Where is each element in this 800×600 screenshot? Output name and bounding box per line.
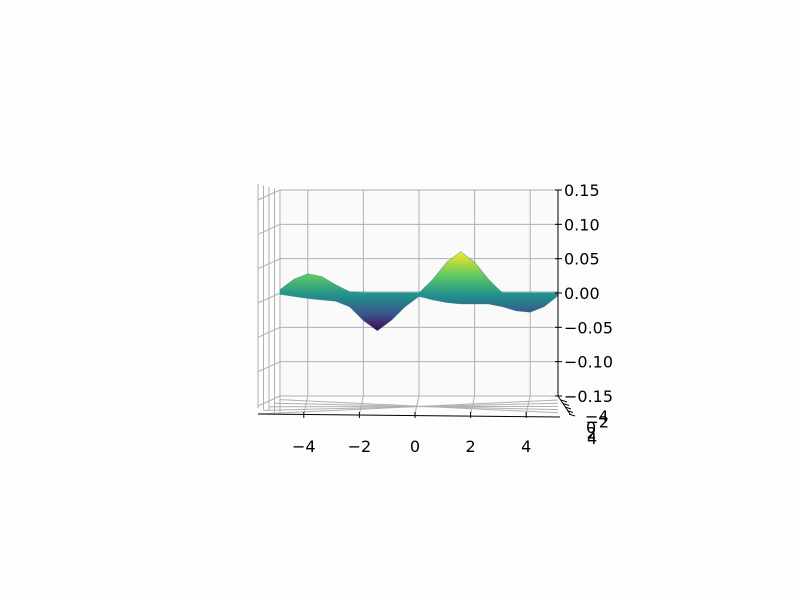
z-tick-label-5: 0.10 xyxy=(564,215,600,234)
y-tick-4 xyxy=(568,413,576,417)
x-floor-gridline-2 xyxy=(414,395,420,415)
y-tick-label-2: 0 xyxy=(586,418,596,437)
grid-lines xyxy=(257,184,559,415)
y-tick-label-1: −2 xyxy=(586,413,610,432)
z-tick-label-4: 0.05 xyxy=(564,250,600,269)
y-tick-0 xyxy=(560,399,568,403)
tick-marks xyxy=(303,189,576,418)
y-tick-label-3: 2 xyxy=(587,424,597,443)
x-axis-line xyxy=(257,413,561,418)
x-tick-label-1: −2 xyxy=(348,437,372,456)
z-tick-label-1: −0.10 xyxy=(564,353,613,372)
x-tick-label-2: 0 xyxy=(410,437,420,456)
x-floor-gridline-0 xyxy=(303,395,309,415)
y-tick-3 xyxy=(566,410,574,413)
z-tick-label-3: 0.00 xyxy=(564,284,600,303)
y-tick-label-4: 4 xyxy=(587,429,597,448)
z-tick-label-6: 0.15 xyxy=(564,181,600,200)
y-tick-1 xyxy=(562,403,570,406)
z-tick-label-2: −0.05 xyxy=(564,318,613,337)
floor-gridline-4 xyxy=(279,399,559,414)
x-tick-label-0: −4 xyxy=(292,437,316,456)
x-tick-label-4: 4 xyxy=(521,437,531,456)
x-tick-label-3: 2 xyxy=(466,437,476,456)
tick-labels: −0.15−0.10−0.050.000.050.100.15−4 −2 0 2 4−4… xyxy=(292,181,613,456)
y-tick-label-0: −4 xyxy=(585,407,609,426)
y-tick-2 xyxy=(564,406,572,410)
z-tick-label-0: −0.15 xyxy=(564,387,613,406)
